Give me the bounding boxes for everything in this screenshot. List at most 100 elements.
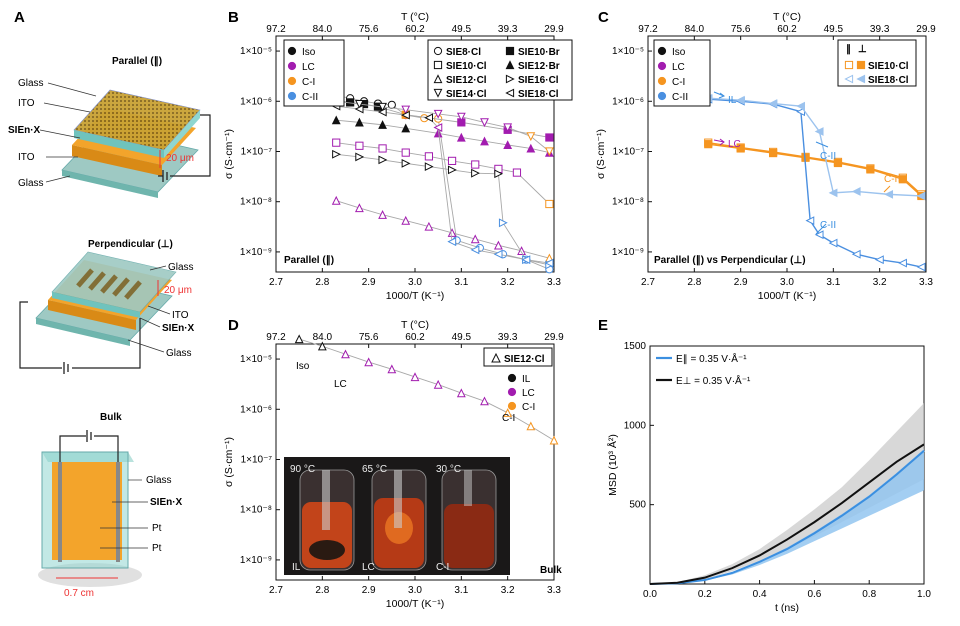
e-xtick-label: 0.0 [643,589,657,600]
D-toplabel: T (°C) [401,319,429,331]
panel-c-ann-c2b: C-II [820,220,836,231]
e-ytick-label: 1500 [624,341,647,352]
b-compound-legend-marker [505,74,515,84]
panel-e-axes: 0.0 0.2 0.4 0.6 0.8 1.0 500 1000 1500 t (ns) MSD (… [606,341,931,614]
c-compound-legend-marker-par [844,60,854,70]
d-point [294,334,304,344]
c-point [874,255,884,265]
B-toptick-label: 49.5 [452,24,472,35]
panel-d-plot [294,334,559,445]
B-toptick-label: 97.2 [266,24,286,35]
panel-b-compound-legend-box [427,39,573,101]
D-ytick-label: 1×10⁻⁵ [240,354,272,365]
b-compound-legend-label: SIE16·Cl [518,75,559,86]
c-phase-legend-label: Iso [672,47,686,58]
panel-c-arrows [713,91,891,235]
B-xtick-label: 2.8 [315,277,329,288]
b-point [471,160,480,169]
D-xlabel: 1000/T (K⁻¹) [386,598,444,610]
panel-b-legend: Iso LC C-I C-II SIE8·Cl SIE10·Br SIE10·Cl SIE12… [283,39,573,107]
b-phase-legend-marker [287,91,297,101]
e-xtick-label: 0.8 [862,589,876,600]
panel-d-ann-iso: Iso [296,361,310,372]
c-point [769,148,778,158]
c-legend-header-par: ∥ [846,44,851,55]
b-point [517,246,526,255]
parallel-ito-top: ITO [18,98,35,109]
b-series-line [336,95,550,270]
D-xtick-label: 2.7 [269,585,283,596]
panel-d: D 2.7 2.8 2.9 3.0 3.1 3.2 3.3 97.2 84.0 75.6 60.2 4… [223,317,564,610]
B-ytick-label: 1×10⁻⁶ [240,96,272,107]
e-legend-label: E∥ = 0.35 V·Å⁻¹ [676,352,747,365]
panel-e: E 0.0 0.2 0.4 0.6 0.8 1.0 500 1000 1500 t (ns) MSD… [598,317,931,614]
b-point [378,210,387,219]
panel-e-label: E [598,317,608,334]
d-point [456,388,466,398]
b-point [545,199,554,209]
d-point [317,341,327,351]
b-point [332,149,341,159]
panel-d-compound-legend-box [483,347,553,367]
e-xtick-label: 1.0 [917,589,931,600]
parallel-leaders [39,82,97,183]
D-xtick-label: 3.1 [454,585,468,596]
photo-temp-1: 90 °C [290,464,315,475]
c-point [833,158,843,168]
panel-d-photo-inset: 90 °C 65 °C 30 °C IL LC C-I [284,457,510,575]
b-point [456,112,466,122]
panel-c-label: C [598,9,609,26]
b-point [470,234,480,244]
c-point [814,127,824,136]
C-xtick-label: 2.8 [687,277,701,288]
C-ylabel: σ (S·cm⁻¹) [595,129,607,179]
panel-c-axes: 2.7 2.8 2.9 3.0 3.1 3.2 3.3 97.2 84.0 75.6 60.2 49.… [595,11,936,302]
parallel-sample: SIEn·X [8,125,41,136]
b-point [526,132,536,142]
D-toptick-label: 84.0 [313,332,333,343]
d-series-line [299,338,555,441]
b-point [433,128,443,138]
b-point [493,240,503,250]
c-point [796,101,805,111]
c-phase-legend-label: C-I [672,77,685,88]
panel-a: A Parallel (∥) Glass ITO SIEn·X ITO [8,9,211,599]
photo-temp-2: 65 °C [362,464,387,475]
C-ytick-label: 1×10⁻⁶ [612,96,644,107]
B-xtick-label: 2.9 [362,277,376,288]
e-xtick-label: 0.4 [753,589,767,600]
photo-phase-2: LC [362,562,375,573]
c-phase-legend-label: C-II [672,92,688,103]
C-xtick-label: 3.1 [826,277,840,288]
b-phase-legend-marker [287,46,297,56]
b-point [433,123,443,132]
C-ytick-label: 1×10⁻⁵ [612,46,644,57]
C-ytick-label: 1×10⁻⁸ [612,197,644,208]
D-toptick-label: 75.6 [359,332,379,343]
b-point [331,195,341,205]
d-phase-legend-marker [507,387,517,397]
c-phase-legend-marker [657,61,667,71]
d-point [410,372,420,382]
d-phase-legend-marker [507,401,517,411]
C-xtick-label: 3.2 [873,277,887,288]
D-ytick-label: 1×10⁻⁸ [240,505,272,516]
perpendicular-sample: SIEn·X [162,323,195,334]
perpendicular-gap: 20 μm [164,285,192,296]
D-ytick-label: 1×10⁻⁶ [240,404,272,415]
B-xtick-label: 3.3 [547,277,561,288]
D-ytick-label: 1×10⁻⁷ [241,454,273,465]
parallel-glass-bottom: Glass [18,178,44,189]
B-toptick-label: 75.6 [359,24,379,35]
c-point [851,249,861,259]
D-xtick-label: 3.0 [408,585,422,596]
b-compound-legend-marker [505,88,515,98]
e-ytick-label: 1000 [624,420,647,431]
C-xtick-label: 3.3 [919,277,933,288]
d-point [364,357,374,367]
B-ylabel: σ (S·cm⁻¹) [223,129,235,179]
c-compound-legend-label: SIE10·Cl [868,61,909,72]
B-ytick-label: 1×10⁻⁷ [241,146,273,157]
bulk-title: Bulk [100,412,122,423]
b-phase-legend-marker [287,76,297,86]
